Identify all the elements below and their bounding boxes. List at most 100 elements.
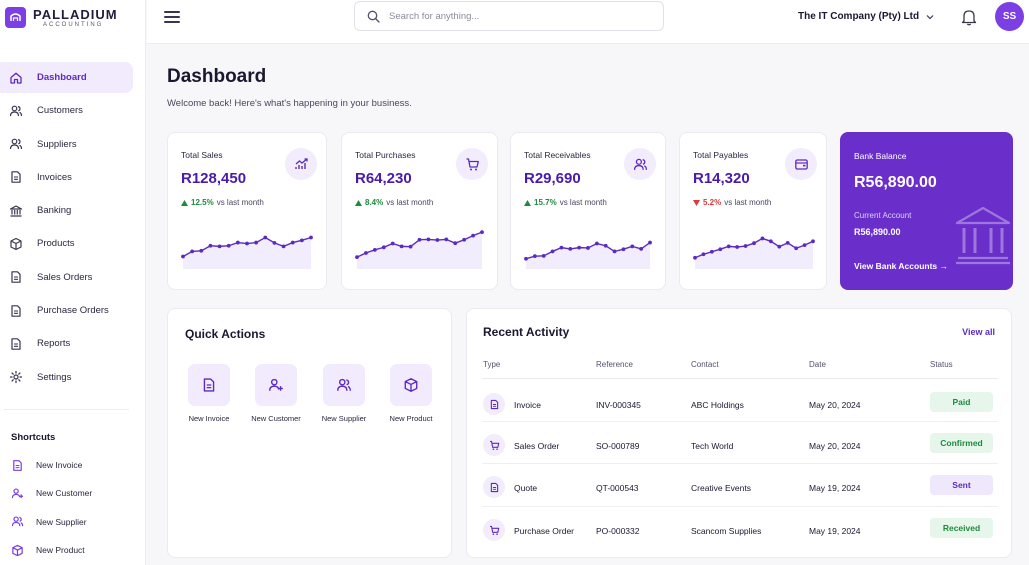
sidebar-item-label: Settings <box>37 371 72 383</box>
shortcut-new-product[interactable]: New Product <box>0 536 146 564</box>
sparkline-point <box>794 246 799 251</box>
bank-balance-card[interactable]: Bank Balance R56,890.00 Current Account … <box>840 132 1013 290</box>
sparkline-point <box>309 235 313 240</box>
arrow-up-icon <box>355 199 362 206</box>
sidebar-item-purchase-orders[interactable]: Purchase Orders <box>0 295 133 326</box>
stat-label: Total Purchases <box>355 150 416 160</box>
shortcut-new-invoice[interactable]: New Invoice <box>0 451 146 479</box>
quick-action-new-invoice[interactable]: New Invoice <box>173 364 245 423</box>
sparkline-point <box>453 241 458 246</box>
sparkline-point <box>612 249 617 254</box>
cell-type: Purchase Order <box>514 526 574 536</box>
quick-action-label: New Customer <box>251 414 301 423</box>
menu-toggle-button[interactable] <box>164 9 180 25</box>
table-row[interactable]: Quote QT-000543 Creative Events May 19, … <box>467 469 1013 511</box>
arrow-up-icon <box>181 199 188 206</box>
sparkline <box>355 230 484 269</box>
sidebar-item-label: Dashboard <box>37 72 87 83</box>
sparkline-point <box>768 239 773 244</box>
sidebar-item-dashboard[interactable]: Dashboard <box>0 62 133 93</box>
stat-label: Total Sales <box>181 150 223 160</box>
sidebar-item-sales-orders[interactable]: Sales Orders <box>0 262 133 293</box>
sparkline-point <box>226 243 231 248</box>
logo[interactable]: PALLADIUM ACCOUNTING <box>5 7 118 28</box>
sparkline-point <box>709 249 714 254</box>
sidebar-item-customers[interactable]: Customers <box>0 95 133 126</box>
sparkline-point <box>735 245 740 249</box>
bell-icon[interactable] <box>961 8 977 26</box>
stat-value: R128,450 <box>181 170 247 187</box>
sidebar-item-label: Purchase Orders <box>37 305 109 317</box>
document-icon <box>9 270 23 284</box>
shortcut-new-customer[interactable]: New Customer <box>0 479 146 507</box>
hamburger-line <box>164 11 180 13</box>
sidebar-item-invoices[interactable]: Invoices <box>0 162 133 193</box>
shortcut-new-supplier[interactable]: New Supplier <box>0 508 146 536</box>
sparkline-area <box>526 242 650 269</box>
cart-icon <box>456 148 488 180</box>
stat-card-total-purchases[interactable]: Total Purchases R64,230 8.4% vs last mon… <box>341 132 498 290</box>
view-all-link[interactable]: View all <box>962 327 995 337</box>
stat-change-percent: 12.5% <box>191 198 214 207</box>
column-header-date: Date <box>809 360 826 369</box>
sparkline-point <box>208 243 213 248</box>
sidebar-item-products[interactable]: Products <box>0 228 133 259</box>
bank-balance-value: R56,890.00 <box>854 174 937 191</box>
document-icon <box>9 337 23 351</box>
search-bar <box>354 1 664 31</box>
sparkline-point <box>752 241 756 246</box>
status-badge: Received <box>930 518 993 538</box>
stat-change-percent: 5.2% <box>703 198 722 207</box>
sparkline-point <box>621 247 626 252</box>
stat-card-total-payables[interactable]: Total Payables R14,320 5.2% vs last mont… <box>679 132 827 290</box>
status-badge: Paid <box>930 392 993 412</box>
sidebar-item-settings[interactable]: Settings <box>0 362 133 393</box>
search-input[interactable] <box>389 10 629 22</box>
table-row[interactable]: Sales Order SO-000789 Tech World May 20,… <box>467 427 1013 469</box>
document-icon <box>483 393 505 415</box>
stat-card-total-receivables[interactable]: Total Receivables R29,690 15.7% vs last … <box>510 132 666 290</box>
user-plus-icon <box>11 487 24 500</box>
cell-type: Quote <box>514 483 538 493</box>
company-name: The IT Company (Pty) Ltd <box>798 11 920 22</box>
cell-reference: INV-000345 <box>596 400 641 410</box>
avatar[interactable]: SS <box>995 2 1024 31</box>
table-row[interactable]: Purchase Order PO-000332 Scancom Supplie… <box>467 512 1013 554</box>
stat-label: Total Receivables <box>524 150 591 160</box>
quick-action-new-product[interactable]: New Product <box>375 364 447 423</box>
sparkline-point <box>245 241 249 246</box>
stat-card-total-sales[interactable]: Total Sales R128,450 12.5% vs last month <box>167 132 327 290</box>
sparkline-point <box>693 255 697 260</box>
sparkline-point <box>743 244 748 248</box>
sparkline-point <box>577 245 582 250</box>
table-divider <box>482 378 998 379</box>
stat-label: Total Payables <box>693 150 749 160</box>
sidebar-item-reports[interactable]: Reports <box>0 328 133 359</box>
row-divider <box>482 506 998 507</box>
quick-action-label: New Supplier <box>321 414 367 423</box>
sparkline-point <box>559 245 564 250</box>
search-icon <box>367 10 380 23</box>
sparkline <box>524 240 652 269</box>
sparkline-point <box>811 239 815 244</box>
company-selector[interactable]: The IT Company (Pty) Ltd <box>798 11 934 22</box>
sparkline-point <box>444 237 449 242</box>
view-bank-accounts-link[interactable]: View Bank Accounts → <box>854 261 948 271</box>
sparkline-point <box>190 249 195 254</box>
sidebar-item-suppliers[interactable]: Suppliers <box>0 129 133 160</box>
quick-action-new-supplier[interactable]: New Supplier <box>308 364 380 423</box>
table-row[interactable]: Invoice INV-000345 ABC Holdings May 20, … <box>467 386 1013 428</box>
sparkline <box>181 235 313 269</box>
sidebar-item-label: Suppliers <box>37 138 77 150</box>
cell-type: Invoice <box>514 400 541 410</box>
sparkline-point <box>568 247 573 251</box>
user-group-icon <box>9 137 23 151</box>
stat-change: 5.2% vs last month <box>693 198 771 207</box>
sidebar-item-banking[interactable]: Banking <box>0 195 133 226</box>
quick-action-new-customer[interactable]: New Customer <box>240 364 312 423</box>
sidebar-item-label: Products <box>37 238 75 250</box>
cell-date: May 19, 2024 <box>809 483 861 493</box>
users-icon <box>9 104 23 118</box>
column-header-status: Status <box>930 360 953 369</box>
sparkline-point <box>181 254 185 259</box>
